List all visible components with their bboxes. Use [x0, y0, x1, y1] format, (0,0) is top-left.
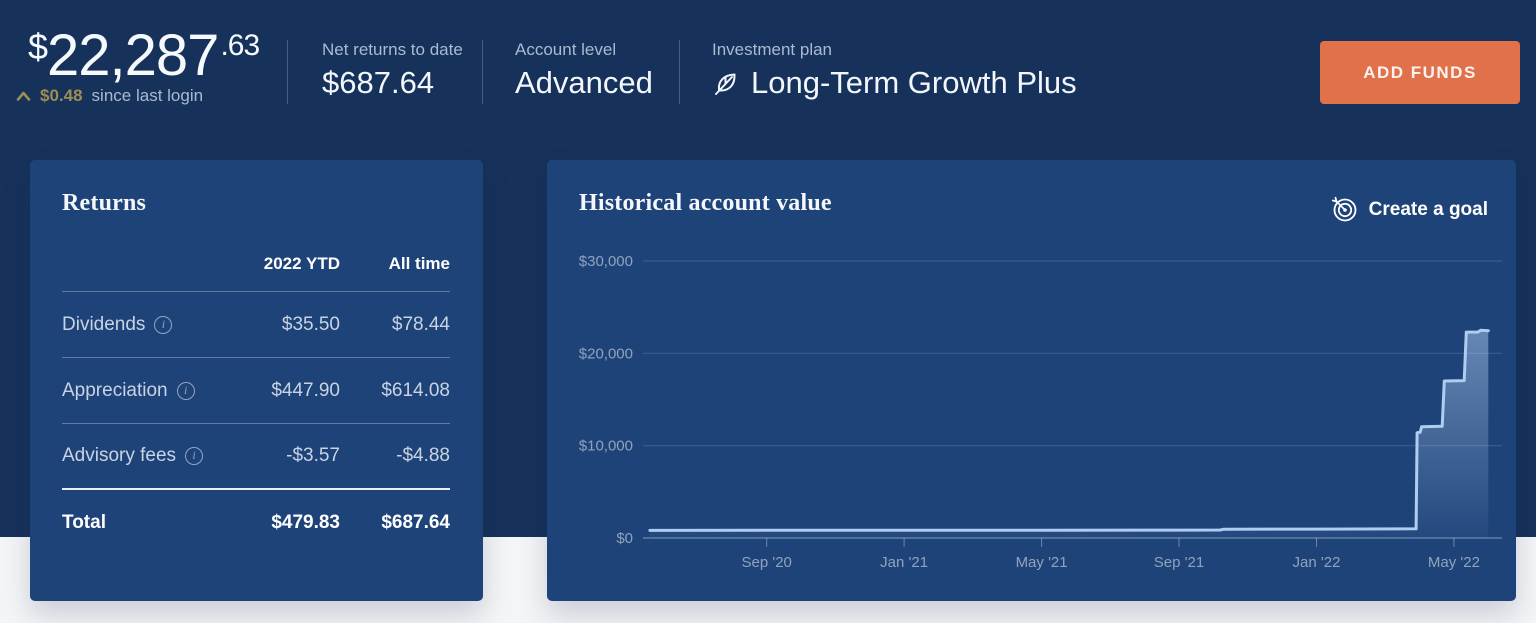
balance-currency: $ — [28, 26, 48, 67]
header-divider — [287, 40, 288, 104]
chart-line — [648, 328, 1490, 532]
change-amount: $0.48 — [40, 86, 83, 105]
goal-target-icon — [1331, 196, 1357, 222]
caret-up-icon — [16, 91, 31, 101]
svg-text:Jan '22: Jan '22 — [1293, 554, 1341, 571]
row-alltime-value: $78.44 — [391, 313, 450, 335]
stat-net-returns: Net returns to date $687.64 — [322, 40, 463, 101]
add-funds-button[interactable]: ADD FUNDS — [1320, 41, 1520, 104]
chart-area-fill — [649, 330, 1489, 538]
row-alltime-value: $614.08 — [381, 379, 450, 401]
info-icon[interactable]: i — [154, 315, 173, 334]
row-label: Advisory fees — [62, 445, 177, 466]
svg-text:$20,000: $20,000 — [579, 345, 633, 362]
svg-text:$10,000: $10,000 — [579, 438, 633, 455]
account-value-chart: $0 $10,000 $20,000 $30,000 Sep '20 Jan '21 May… — [571, 245, 1506, 585]
row-alltime-value: $687.64 — [381, 512, 450, 533]
row-ytd-value: $447.90 — [271, 379, 340, 401]
balance-change: $0.48 since last login — [16, 86, 203, 106]
stat-value: $687.64 — [322, 65, 435, 100]
row-label: Total — [62, 512, 106, 533]
svg-text:Sep '21: Sep '21 — [1154, 554, 1204, 571]
row-alltime-value: -$4.88 — [396, 445, 450, 466]
svg-text:May '22: May '22 — [1428, 554, 1480, 571]
create-goal-label: Create a goal — [1368, 198, 1488, 220]
stat-label: Investment plan — [712, 40, 833, 59]
info-icon[interactable]: i — [176, 381, 195, 400]
svg-text:$30,000: $30,000 — [579, 253, 633, 270]
balance-integer: 22,287 — [47, 23, 219, 88]
leaf-icon — [715, 73, 736, 95]
svg-text:Sep '20: Sep '20 — [741, 554, 791, 571]
row-ytd-value: $35.50 — [281, 313, 340, 335]
returns-table: 2022 YTD All time Dividends i $35.50 $78.… — [62, 236, 450, 556]
create-goal-link[interactable]: Create a goal — [1331, 196, 1488, 223]
header-divider — [482, 40, 483, 104]
column-header-all-time: All time — [388, 253, 450, 273]
returns-card: Returns 2022 YTD All time Dividends i $35… — [30, 160, 483, 601]
row-label: Dividends — [62, 313, 146, 335]
stat-label: Account level — [515, 40, 617, 59]
stat-label: Net returns to date — [322, 40, 463, 59]
historical-value-card: Historical account value Create a goal $… — [547, 160, 1516, 601]
row-ytd-value: $479.83 — [271, 512, 340, 533]
table-header-row: 2022 YTD All time — [62, 236, 450, 292]
table-row-appreciation: Appreciation i $447.90 $614.08 — [62, 358, 450, 424]
stat-value: Advanced — [515, 65, 653, 100]
row-ytd-value: -$3.57 — [286, 445, 340, 466]
svg-text:Jan '21: Jan '21 — [880, 554, 928, 571]
table-row-advisory-fees: Advisory fees i -$3.57 -$4.88 — [62, 424, 450, 490]
table-row-total: Total $479.83 $687.64 — [62, 490, 450, 556]
area-chart-svg: $0 $10,000 $20,000 $30,000 Sep '20 Jan '21 May… — [579, 253, 1502, 571]
returns-card-title: Returns — [62, 190, 147, 216]
stat-account-level: Account level Advanced — [515, 40, 653, 101]
balance-amount: $22,287.63 — [28, 22, 260, 89]
row-label: Appreciation — [62, 379, 168, 401]
stat-value: Long-Term Growth Plus — [751, 65, 1077, 100]
stat-investment-plan: Investment plan Long-Term Growth Plus — [712, 40, 1077, 101]
svg-text:$0: $0 — [616, 530, 633, 547]
change-note: since last login — [91, 86, 204, 105]
header-divider — [679, 40, 680, 104]
chart-title: Historical account value — [579, 190, 832, 216]
table-row-dividends: Dividends i $35.50 $78.44 — [62, 292, 450, 358]
svg-text:May '21: May '21 — [1016, 554, 1068, 571]
account-balance: $22,287.63 — [28, 22, 260, 89]
balance-cents: .63 — [220, 29, 260, 62]
column-header-2022-ytd: 2022 YTD — [263, 253, 340, 273]
info-icon[interactable]: i — [185, 447, 204, 465]
